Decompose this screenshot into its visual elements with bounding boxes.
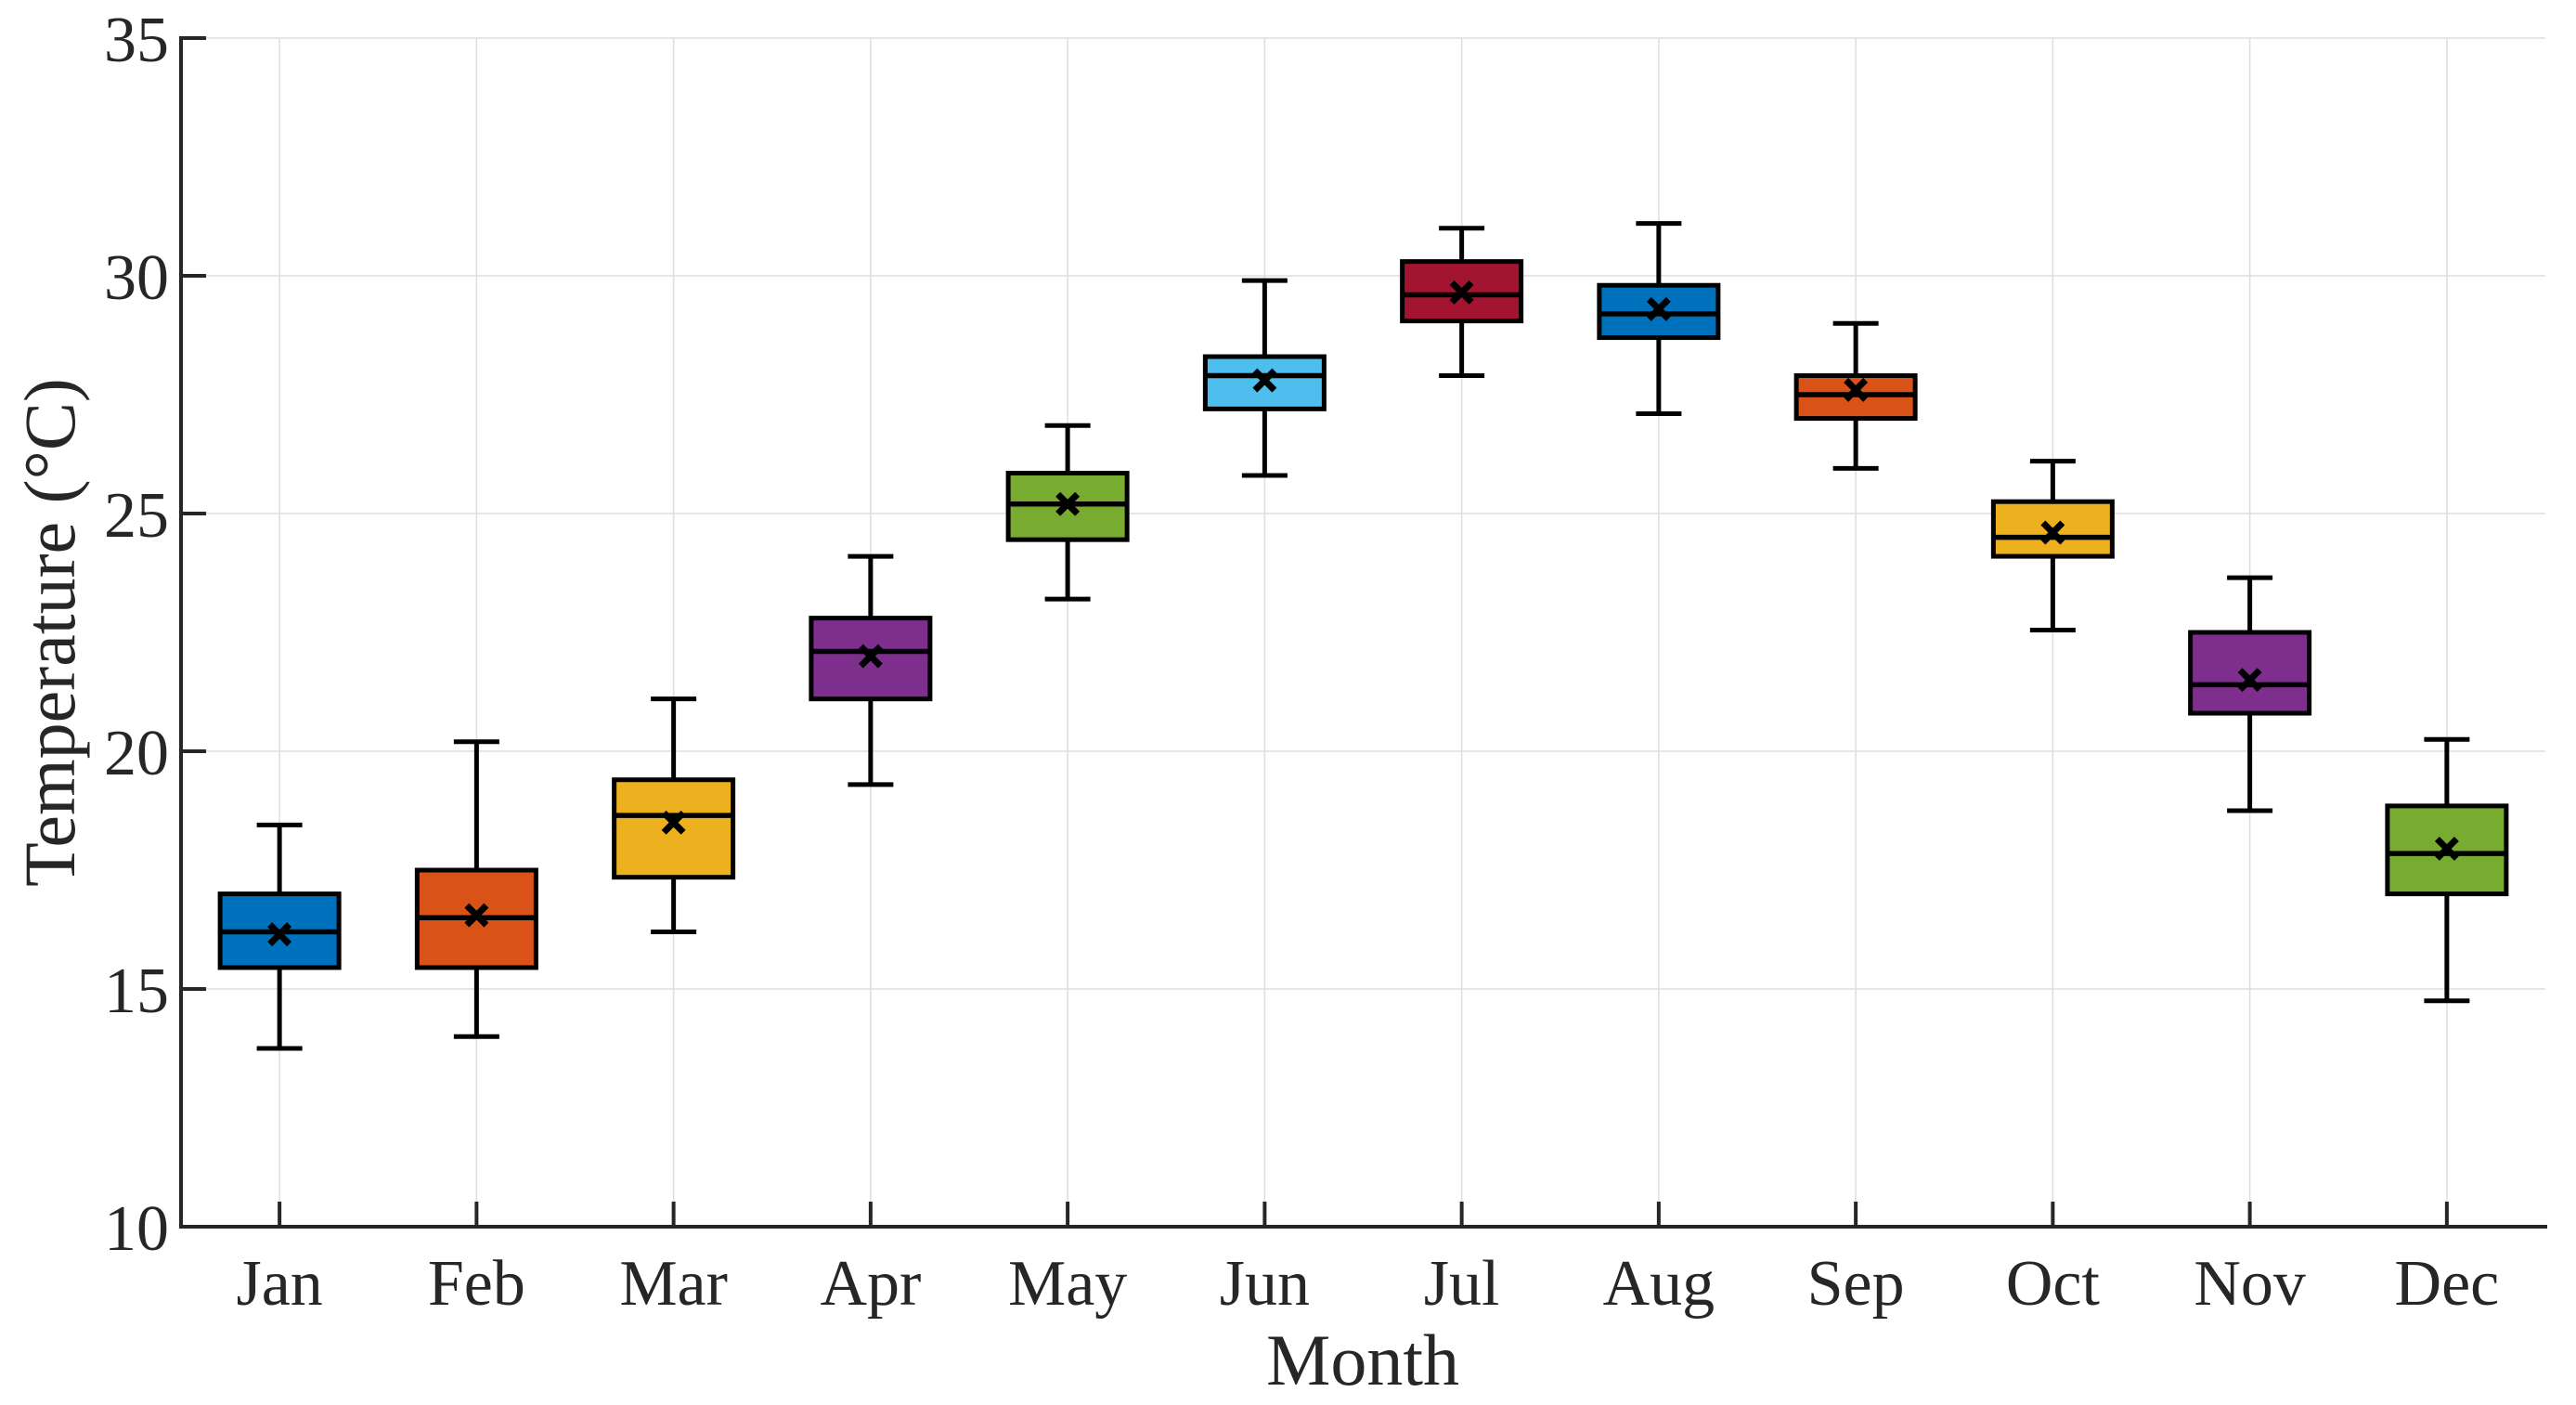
boxplot-may [1005, 423, 1130, 602]
boxplot-jan [217, 822, 342, 1051]
mean-x-marker [661, 810, 686, 835]
x-tick-label: Dec [2395, 1248, 2500, 1320]
x-tick-label: Jul [1424, 1248, 1500, 1320]
boxplot-aug [1597, 221, 1721, 416]
box-layer [217, 221, 2509, 1051]
mean-x-marker [464, 903, 489, 928]
boxplot-apr [809, 553, 933, 787]
mean-x-marker [2040, 520, 2065, 545]
mean-x-marker [2237, 668, 2262, 693]
x-tick-label: May [1008, 1248, 1127, 1320]
tick-label-layer: 10 15 20 25 30 35 Jan Feb Mar Apr May Jun Jul Aug Sep O… [104, 5, 2499, 1320]
x-tick-label: Apr [820, 1248, 921, 1320]
x-tick-label: Oct [2006, 1248, 2101, 1320]
y-axis-title: Temperature (°C) [9, 378, 90, 887]
boxplot-nov [2188, 575, 2312, 813]
mean-x-marker [1646, 296, 1671, 321]
x-tick-label: Feb [428, 1248, 525, 1320]
iqr-box [2188, 630, 2312, 716]
boxplot-sep [1793, 320, 1918, 471]
mean-x-marker [2434, 836, 2459, 861]
y-tick-label: 25 [104, 480, 169, 552]
boxplot-dec [2385, 736, 2509, 1004]
x-tick-label: Sep [1807, 1248, 1905, 1320]
axes-layer [179, 36, 2547, 1229]
boxplot-jul [1400, 226, 1524, 379]
y-tick-label: 35 [104, 5, 169, 76]
x-tick-label: Jan [236, 1248, 322, 1320]
grid-layer [181, 37, 2545, 1228]
x-tick-label: Jun [1220, 1248, 1310, 1320]
iqr-box [612, 777, 736, 880]
x-tick-label: Nov [2194, 1248, 2306, 1320]
mean-x-marker [1055, 491, 1081, 516]
mean-x-marker [267, 922, 292, 947]
boxplot-feb [414, 739, 538, 1039]
y-tick-label: 15 [104, 956, 169, 1027]
boxplot-jun [1202, 278, 1327, 478]
mean-x-marker [858, 644, 883, 669]
mean-x-marker [1844, 377, 1869, 402]
y-tick-label: 10 [104, 1193, 169, 1265]
mean-x-marker [1449, 280, 1474, 305]
x-axis-title: Month [1266, 1320, 1459, 1400]
x-tick-label: Aug [1603, 1248, 1715, 1320]
boxplot-oct [1990, 459, 2115, 632]
mean-x-marker [1252, 368, 1277, 393]
boxplot-mar [612, 696, 736, 935]
x-tick-label: Mar [619, 1248, 728, 1320]
y-tick-label: 30 [104, 242, 169, 314]
y-tick-label: 20 [104, 718, 169, 789]
